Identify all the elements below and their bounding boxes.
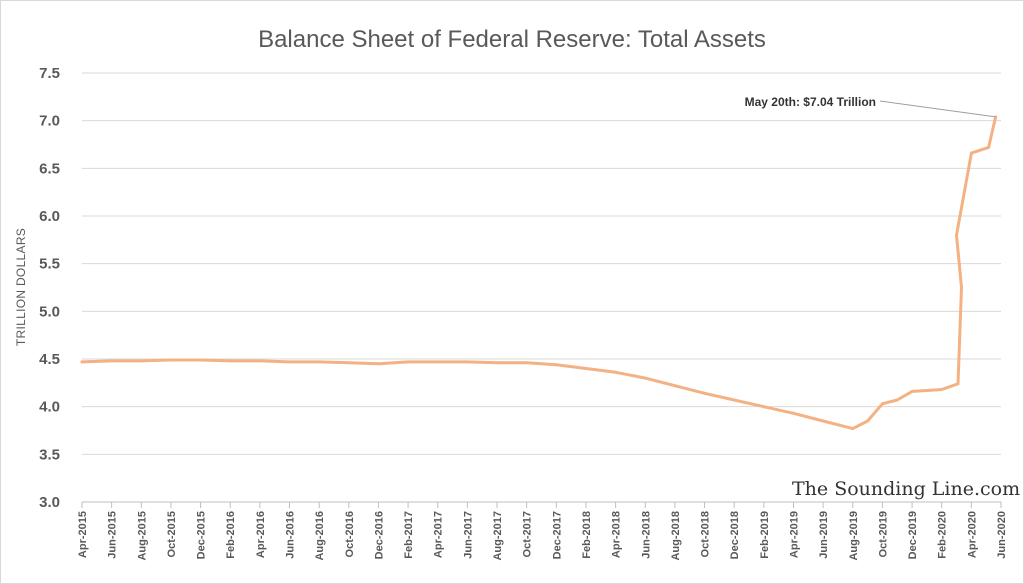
x-tick-label: Jun-2018 xyxy=(640,511,652,559)
x-tick-label: Dec-2015 xyxy=(196,511,208,559)
data-point xyxy=(866,419,870,423)
data-point xyxy=(987,145,991,149)
y-tick-label: 6.5 xyxy=(39,160,60,177)
y-tick-label: 3.0 xyxy=(39,494,60,511)
x-tick-label: Apr-2020 xyxy=(966,511,978,558)
data-point xyxy=(288,360,291,364)
data-point xyxy=(377,362,380,366)
annotation-leader-line xyxy=(879,100,996,118)
data-point xyxy=(465,360,469,364)
x-tick-label: Apr-2019 xyxy=(788,511,800,558)
data-point xyxy=(956,382,960,386)
data-point xyxy=(614,370,618,374)
x-tick-label: Apr-2016 xyxy=(255,511,267,558)
x-tick-label: Aug-2015 xyxy=(136,511,148,561)
y-tick-label: 3.5 xyxy=(39,446,60,463)
x-tick-label: Oct-2015 xyxy=(166,511,178,557)
x-tick-label: Dec-2018 xyxy=(729,511,741,559)
data-point xyxy=(895,398,899,402)
x-tick-label: Oct-2018 xyxy=(700,511,712,557)
data-point xyxy=(703,391,706,395)
x-tick-label: Apr-2015 xyxy=(77,511,89,558)
data-point xyxy=(317,360,321,364)
data-point xyxy=(851,427,855,431)
data-point xyxy=(258,359,262,363)
data-point xyxy=(960,286,963,289)
data-point xyxy=(199,358,203,362)
y-tick-label: 4.5 xyxy=(39,351,60,368)
x-tick-label: Feb-2016 xyxy=(225,511,237,559)
data-point xyxy=(732,398,736,402)
data-point xyxy=(969,151,973,155)
gridlines xyxy=(82,72,1001,503)
data-point xyxy=(762,405,766,409)
x-tick-label: Jun-2015 xyxy=(107,511,119,559)
y-tick-label: 4.0 xyxy=(39,399,60,416)
x-tick-label: Apr-2018 xyxy=(611,511,623,558)
y-tick-label: 5.5 xyxy=(39,256,60,273)
x-tick-label: Aug-2019 xyxy=(848,511,860,561)
y-axis-ticks: 7.5 7.0 6.5 6.0 5.5 5.0 4.5 4.0 3.5 3.0 xyxy=(39,65,60,511)
data-point xyxy=(821,419,825,423)
series-line xyxy=(80,115,998,431)
x-tick-label: Feb-2017 xyxy=(403,511,415,559)
data-point xyxy=(643,376,647,380)
x-tick-label: Apr-2017 xyxy=(433,511,445,558)
data-point xyxy=(673,384,677,388)
x-tick-label: Jun-2019 xyxy=(818,511,830,559)
x-axis-ticks: Apr-2015 Jun-2015 Aug-2015 Oct-2015 Dec-2015… xyxy=(77,502,1008,561)
data-point xyxy=(554,363,558,367)
annotation-label: May 20th: $7.04 Trillion xyxy=(745,95,876,109)
series-layer xyxy=(80,115,998,431)
x-tick-label: Aug-2018 xyxy=(670,511,682,561)
x-tick-label: Aug-2017 xyxy=(492,511,504,561)
data-point xyxy=(169,358,173,362)
y-tick-label: 6.0 xyxy=(39,208,60,225)
data-point xyxy=(436,360,440,364)
x-tick-label: Oct-2019 xyxy=(877,511,889,557)
x-tick-label: Dec-2016 xyxy=(373,511,385,559)
y-tick-label: 7.5 xyxy=(39,65,60,82)
x-tick-label: Oct-2017 xyxy=(522,511,534,557)
y-tick-label: 5.0 xyxy=(39,303,60,320)
data-point xyxy=(925,389,929,392)
data-point xyxy=(495,361,499,365)
data-point xyxy=(228,359,232,363)
x-tick-label: Jun-2016 xyxy=(285,511,297,559)
chart-title: Balance Sheet of Federal Reserve: Total … xyxy=(258,26,766,53)
data-point xyxy=(525,361,529,365)
y-tick-label: 7.0 xyxy=(39,113,60,130)
x-tick-label: Feb-2019 xyxy=(759,511,771,559)
x-tick-label: Dec-2019 xyxy=(907,511,919,559)
data-point xyxy=(110,359,114,363)
x-tick-label: Jun-2020 xyxy=(996,511,1008,559)
x-tick-label: Feb-2018 xyxy=(581,511,593,559)
y-axis-label: TRILLION DOLLARS xyxy=(14,228,28,346)
watermark: The Sounding Line.com xyxy=(792,478,1021,500)
data-point xyxy=(792,411,795,415)
data-point xyxy=(584,367,588,370)
x-tick-label: Feb-2020 xyxy=(937,511,949,559)
data-point xyxy=(955,233,958,237)
x-tick-label: Oct-2016 xyxy=(344,511,356,557)
x-tick-label: Aug-2016 xyxy=(314,511,326,561)
data-point xyxy=(139,359,143,363)
data-point xyxy=(880,402,884,406)
x-tick-label: Jun-2017 xyxy=(462,511,474,559)
data-point xyxy=(940,388,944,391)
data-point xyxy=(406,360,410,364)
data-point xyxy=(910,389,914,393)
data-point xyxy=(80,360,84,364)
x-tick-label: Dec-2017 xyxy=(551,511,563,559)
data-point xyxy=(347,361,351,365)
